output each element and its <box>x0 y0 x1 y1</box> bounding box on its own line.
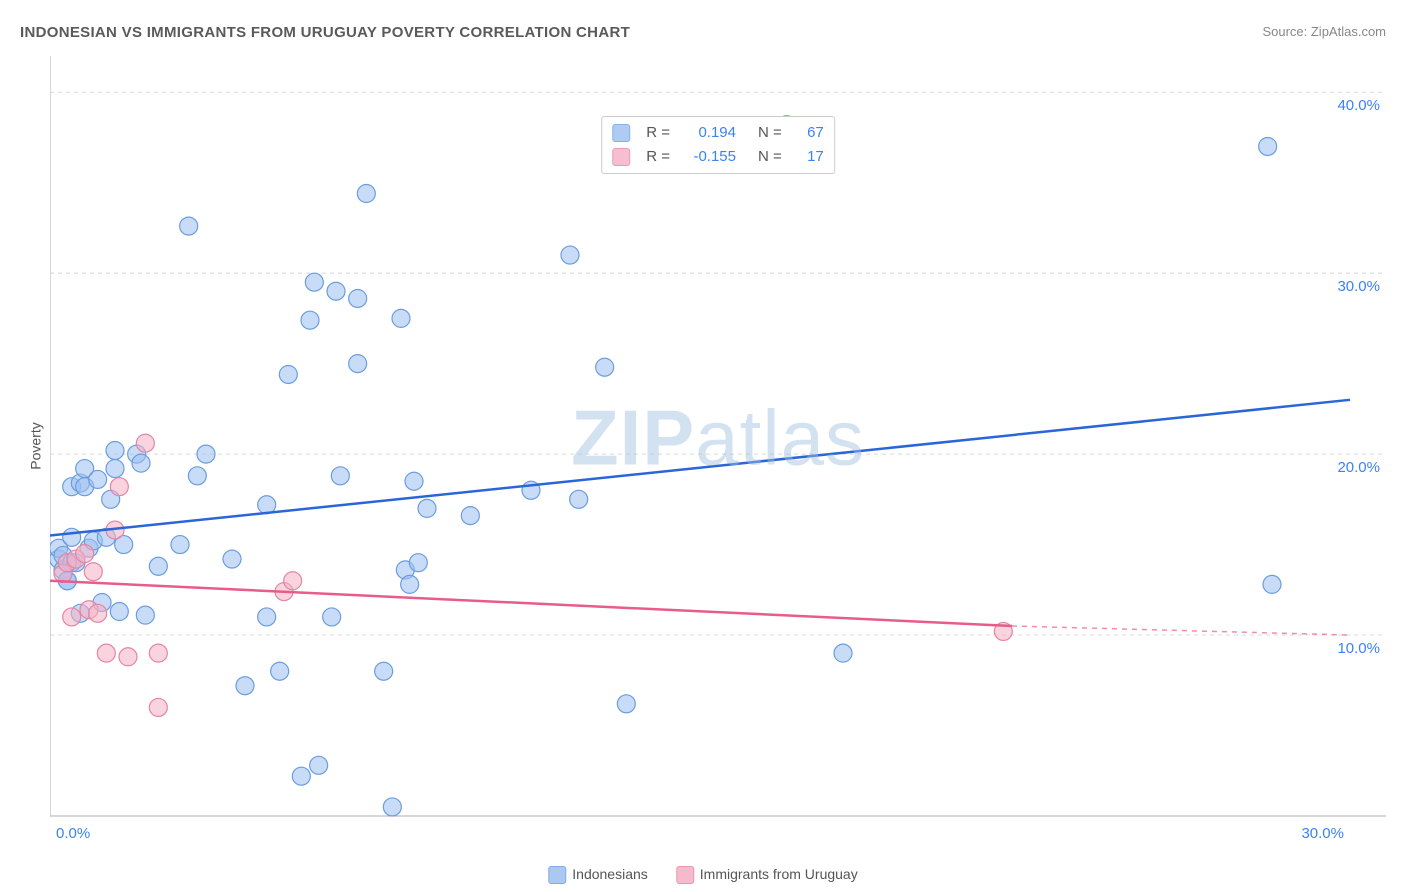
svg-text:10.0%: 10.0% <box>1337 640 1380 657</box>
svg-text:0.0%: 0.0% <box>56 825 90 842</box>
chart-title: INDONESIAN VS IMMIGRANTS FROM URUGUAY PO… <box>20 24 630 41</box>
svg-text:30.0%: 30.0% <box>1337 278 1380 295</box>
svg-text:40.0%: 40.0% <box>1337 97 1380 114</box>
source-label: Source: ZipAtlas.com <box>1262 24 1386 39</box>
chart-plot-area: 10.0%20.0%30.0%40.0%0.0%30.0% ZIPatlas R… <box>50 56 1386 852</box>
svg-text:20.0%: 20.0% <box>1337 459 1380 476</box>
legend-item: Immigrants from Uruguay <box>676 866 858 884</box>
y-axis-label: Poverty <box>28 422 44 469</box>
legend-item: Indonesians <box>548 866 648 884</box>
correlation-legend: R =0.194N =67R =-0.155N =17 <box>601 116 835 174</box>
legend-row: R =-0.155N =17 <box>612 145 824 169</box>
scatter-chart: 10.0% 20.0% 30.0% 40.0% 0.0% 30.0% <box>50 56 1386 852</box>
svg-text:30.0%: 30.0% <box>1301 825 1344 842</box>
series-legend: Indonesians Immigrants from Uruguay <box>548 866 857 884</box>
legend-row: R =0.194N =67 <box>612 121 824 145</box>
